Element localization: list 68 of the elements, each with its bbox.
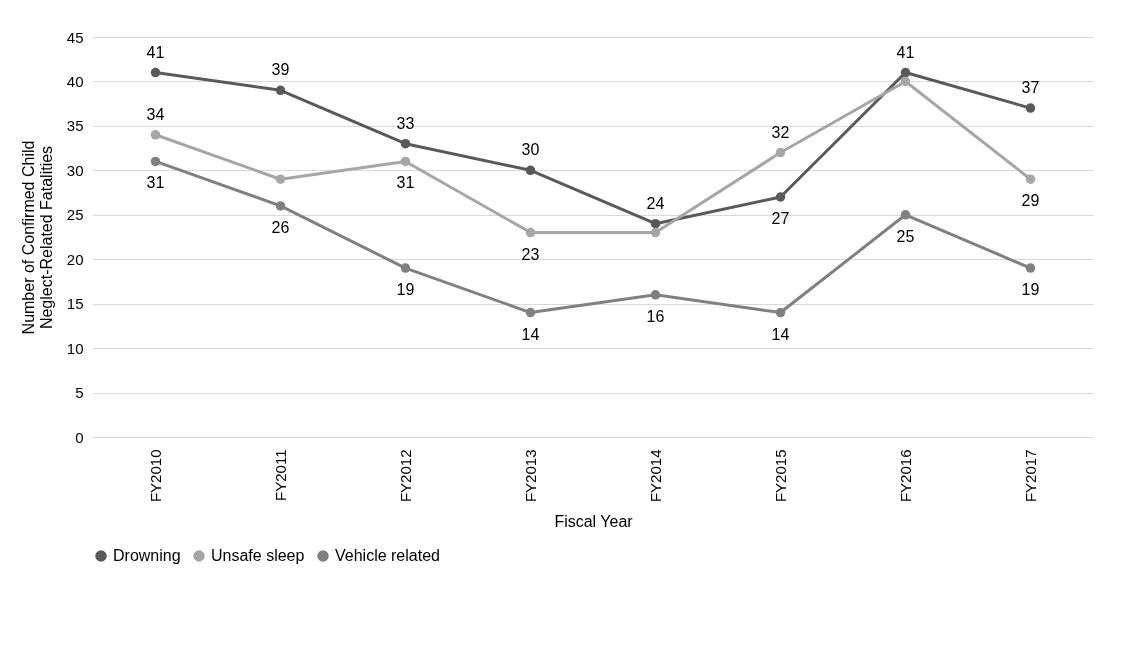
x-tick-label: FY2011	[272, 449, 289, 501]
x-tick-label: FY2010	[147, 449, 164, 503]
point	[150, 130, 161, 140]
x-tick-label: FY2012	[397, 449, 414, 503]
y-tick-label: 35	[66, 117, 84, 135]
point	[650, 227, 661, 238]
point	[525, 227, 536, 238]
data-label: 19	[1021, 281, 1040, 299]
x-tick-label: FY2017	[1022, 449, 1039, 503]
point	[525, 165, 536, 176]
point	[275, 201, 286, 211]
data-label: 14	[521, 325, 540, 343]
legend-label: Vehicle related	[335, 547, 440, 564]
point	[650, 290, 661, 300]
x-axis-title: Fiscal Year	[554, 513, 634, 531]
point	[900, 76, 911, 87]
data-label: 37	[1021, 79, 1040, 97]
data-label: 23	[521, 245, 540, 263]
point	[1025, 174, 1036, 184]
point	[900, 210, 911, 220]
point	[775, 192, 786, 202]
data-label: 33	[396, 114, 415, 132]
data-label: 27	[771, 210, 790, 227]
data-label: 14	[771, 325, 790, 343]
data-label: 41	[896, 43, 915, 61]
x-tick-label: FY2015	[772, 449, 789, 503]
data-label: 39	[271, 61, 290, 79]
point	[775, 307, 786, 318]
point	[1025, 263, 1036, 273]
y-tick-label: 45	[66, 28, 84, 46]
legend-label: Drowning	[113, 547, 181, 564]
point	[525, 307, 536, 318]
data-label: 24	[646, 194, 665, 212]
data-label: 31	[396, 174, 415, 192]
data-label: 34	[146, 105, 165, 123]
x-tick-label: FY2016	[897, 449, 914, 503]
y-tick-label: 10	[66, 339, 84, 357]
point	[400, 156, 411, 167]
data-label: 32	[771, 123, 790, 141]
point	[400, 263, 411, 273]
data-label: 29	[1021, 192, 1040, 210]
y-tick-label: 5	[75, 384, 84, 402]
data-label: 16	[646, 307, 665, 325]
data-label: 31	[146, 174, 165, 192]
y-tick-label: 40	[66, 72, 84, 90]
point	[275, 174, 286, 184]
x-tick-label: FY2014	[647, 449, 664, 503]
data-label: 25	[896, 227, 915, 245]
x-tick-label: FY2013	[522, 449, 539, 503]
y-tick-label: 15	[66, 295, 84, 313]
point	[1025, 103, 1036, 113]
data-label: 19	[396, 281, 415, 299]
point	[150, 156, 161, 167]
point	[775, 147, 786, 158]
y-axis-title: Number of Confirmed Child Neglect-Related Fatalities	[19, 140, 55, 335]
point	[900, 67, 911, 78]
point	[150, 67, 161, 78]
point	[400, 138, 411, 149]
legend-label: Unsafe sleep	[211, 547, 305, 564]
data-label: 30	[521, 141, 540, 159]
point	[275, 85, 286, 96]
data-label: 41	[146, 43, 165, 61]
data-label: 26	[271, 218, 290, 236]
y-tick-label: 25	[66, 206, 84, 224]
point	[650, 218, 661, 229]
y-tick-label: 30	[66, 161, 84, 179]
y-tick-label: 0	[75, 428, 84, 446]
y-tick-label: 20	[66, 250, 84, 268]
